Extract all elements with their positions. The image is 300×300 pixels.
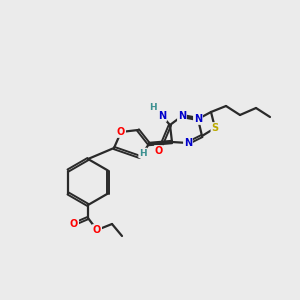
Text: O: O	[117, 127, 125, 137]
Text: O: O	[70, 219, 78, 229]
Text: N: N	[184, 138, 192, 148]
Text: O: O	[93, 225, 101, 235]
Text: H: H	[149, 103, 157, 112]
Text: N: N	[194, 114, 202, 124]
Text: N: N	[158, 111, 166, 121]
Text: H: H	[139, 148, 147, 158]
Text: N: N	[178, 111, 186, 121]
Text: S: S	[212, 123, 219, 133]
Text: O: O	[155, 146, 163, 156]
